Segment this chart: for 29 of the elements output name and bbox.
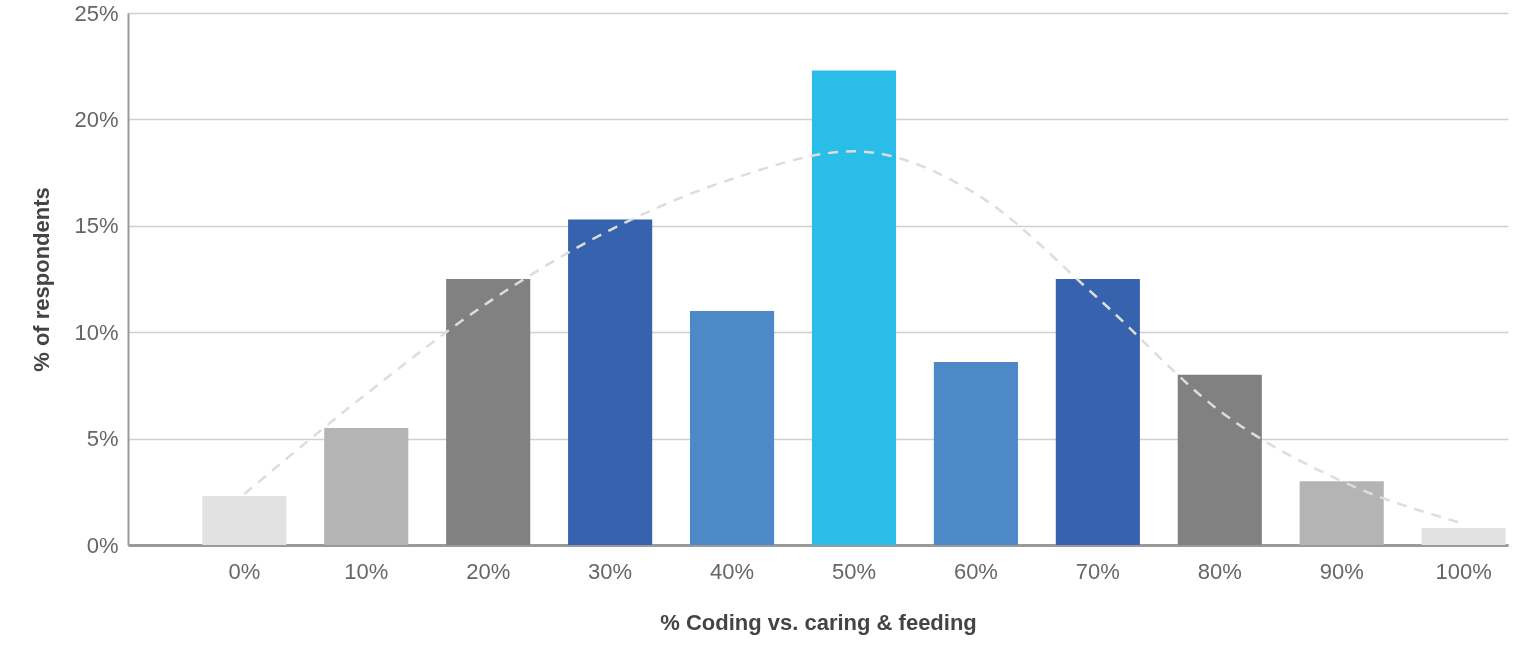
x-tick-label: 10%: [344, 558, 389, 584]
bar: [1177, 374, 1262, 545]
y-tick-label: 5%: [86, 426, 119, 452]
x-tick-label: 0%: [228, 558, 261, 584]
y-tick-label: 0%: [86, 532, 119, 558]
x-tick-label: 20%: [466, 558, 511, 584]
bar: [1421, 527, 1506, 545]
x-tick-label: 50%: [831, 558, 877, 584]
x-tick-label: 100%: [1435, 558, 1492, 584]
x-tick-label: 70%: [1075, 558, 1120, 584]
y-axis-title: % of respondents: [29, 187, 55, 372]
bar: [811, 70, 897, 545]
x-tick-label: 30%: [588, 558, 633, 584]
y-tick-label: 20%: [74, 106, 119, 132]
bar: [1299, 481, 1384, 545]
bar: [446, 279, 531, 545]
y-tick-label: 10%: [74, 319, 119, 345]
bar: [568, 219, 653, 545]
y-tick-label: 15%: [74, 213, 119, 239]
bar: [689, 310, 775, 545]
bar: [1055, 279, 1140, 545]
x-tick-label: 40%: [710, 558, 755, 584]
y-tick-label: 25%: [74, 0, 119, 26]
x-tick-label: 80%: [1197, 558, 1242, 584]
x-axis-title: % Coding vs. caring & feeding: [660, 609, 977, 635]
bar: [933, 361, 1018, 545]
x-tick-label: 60%: [953, 558, 998, 584]
x-tick-label: 90%: [1319, 558, 1364, 584]
bar: [324, 427, 409, 545]
